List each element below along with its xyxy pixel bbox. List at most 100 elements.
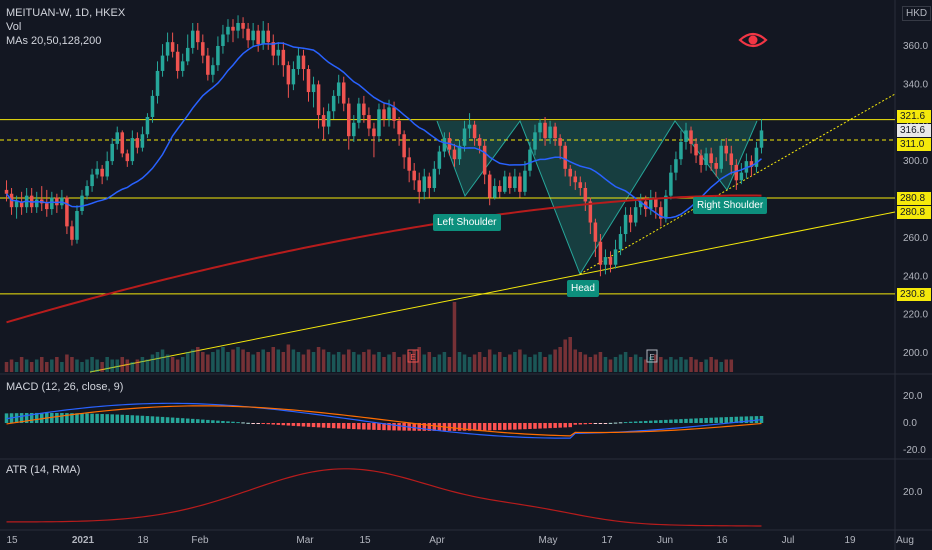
time-axis-label: Aug — [896, 535, 914, 546]
candle-body — [518, 176, 522, 192]
volume-bar — [206, 354, 210, 372]
volume-bar — [34, 359, 39, 372]
volume-bar — [654, 354, 658, 372]
macd-legend: MACD (12, 26, close, 9) — [6, 381, 124, 393]
macd-histogram-bar — [739, 416, 744, 423]
candle-body — [100, 168, 104, 177]
candle-body — [316, 84, 321, 116]
volume-bar — [457, 352, 462, 372]
volume-bar — [523, 354, 527, 372]
candle-body — [70, 226, 74, 240]
macd-histogram-bar — [206, 419, 210, 423]
macd-histogram-bar — [321, 423, 326, 428]
volume-bar — [90, 357, 94, 372]
macd-histogram-bar — [367, 423, 371, 430]
macd-histogram-bar — [593, 423, 598, 424]
macd-histogram-bar — [90, 413, 94, 423]
volume-bar — [533, 354, 537, 372]
macd-histogram-bar — [613, 422, 618, 424]
candle-body — [80, 195, 84, 212]
volume-bar — [382, 357, 386, 372]
time-axis-label: Mar — [296, 535, 314, 546]
macd-histogram-bar — [196, 419, 200, 423]
volume-bar — [231, 349, 235, 372]
volume-bar — [29, 362, 34, 372]
volume-bar — [573, 349, 578, 372]
candle-body — [387, 107, 391, 119]
macd-histogram-bar — [115, 414, 120, 423]
volume-bar — [311, 352, 316, 372]
macd-histogram-bar — [583, 423, 588, 425]
candle-body — [558, 138, 562, 146]
macd-histogram-bar — [231, 421, 235, 423]
left-shoulder-label[interactable]: Left Shoulder — [433, 214, 501, 231]
candle-body — [377, 109, 381, 137]
candle-body — [236, 22, 240, 31]
volume-bar — [613, 357, 618, 372]
volume-bar — [150, 354, 155, 372]
volume-bar — [417, 347, 421, 372]
macd-histogram-bar — [95, 413, 99, 423]
macd-histogram-bar — [130, 415, 135, 423]
volume-bar — [412, 349, 416, 372]
volume-bar — [477, 352, 482, 372]
currency-badge[interactable]: HKD — [902, 6, 932, 21]
macd-histogram-bar — [55, 412, 59, 423]
candle-body — [256, 30, 260, 45]
volume-bar — [19, 357, 24, 372]
macd-histogram-bar — [477, 423, 482, 431]
eye-icon[interactable] — [738, 29, 768, 56]
volume-bar — [170, 357, 175, 372]
macd-histogram-bar — [306, 423, 311, 427]
volume-bar — [75, 359, 79, 372]
volume-bar — [357, 354, 361, 372]
candle-body — [487, 174, 492, 198]
macd-histogram-bar — [190, 418, 195, 423]
candle-body — [241, 22, 245, 29]
candle-body — [462, 128, 467, 146]
macd-histogram-bar — [271, 423, 276, 425]
macd-histogram-bar — [467, 423, 472, 431]
candle-body — [533, 132, 537, 150]
candle-body — [34, 199, 39, 208]
macd-histogram-bar — [553, 423, 557, 428]
candle-body — [598, 241, 603, 265]
volume-bar — [226, 352, 230, 372]
macd-histogram-bar — [563, 423, 567, 428]
macd-histogram-bar — [618, 422, 623, 424]
macd-histogram-bar — [110, 414, 114, 423]
price-tag-280-b: 280.8 — [897, 206, 931, 219]
earnings-icon — [407, 349, 419, 363]
volume-bar — [608, 359, 613, 372]
macd-histogram-bar — [573, 423, 578, 425]
price-tag-321: 321.6 — [897, 110, 931, 123]
macd-histogram-bar — [75, 413, 79, 423]
macd-histogram-bar — [568, 423, 572, 428]
right-shoulder-label[interactable]: Right Shoulder — [693, 197, 768, 214]
candle-body — [135, 138, 140, 148]
time-axis-label: Apr — [429, 535, 445, 546]
atr-line — [6, 468, 762, 527]
candle-body — [306, 69, 311, 93]
price-axis-label: 300.0 — [903, 156, 928, 167]
candle-body — [4, 189, 9, 194]
candle-body — [246, 28, 250, 41]
macd-histogram-bar — [34, 412, 39, 423]
candle-body — [583, 187, 588, 202]
macd-histogram-bar — [226, 421, 230, 423]
volume-bar — [296, 352, 301, 372]
candle-body — [739, 172, 744, 181]
macd-histogram-bar — [392, 423, 396, 431]
head-label[interactable]: Head — [567, 280, 599, 297]
symbol-title: MEITUAN-W, 1D, HKEX — [6, 7, 126, 19]
candle-body — [654, 197, 658, 208]
candle-body — [382, 109, 386, 119]
candle-body — [734, 164, 739, 181]
candle-body — [367, 115, 371, 129]
time-axis-label: 17 — [601, 535, 613, 546]
candle-body — [719, 145, 723, 169]
macd-histogram-bar — [65, 413, 69, 423]
time-axis-label: Jul — [782, 535, 795, 546]
